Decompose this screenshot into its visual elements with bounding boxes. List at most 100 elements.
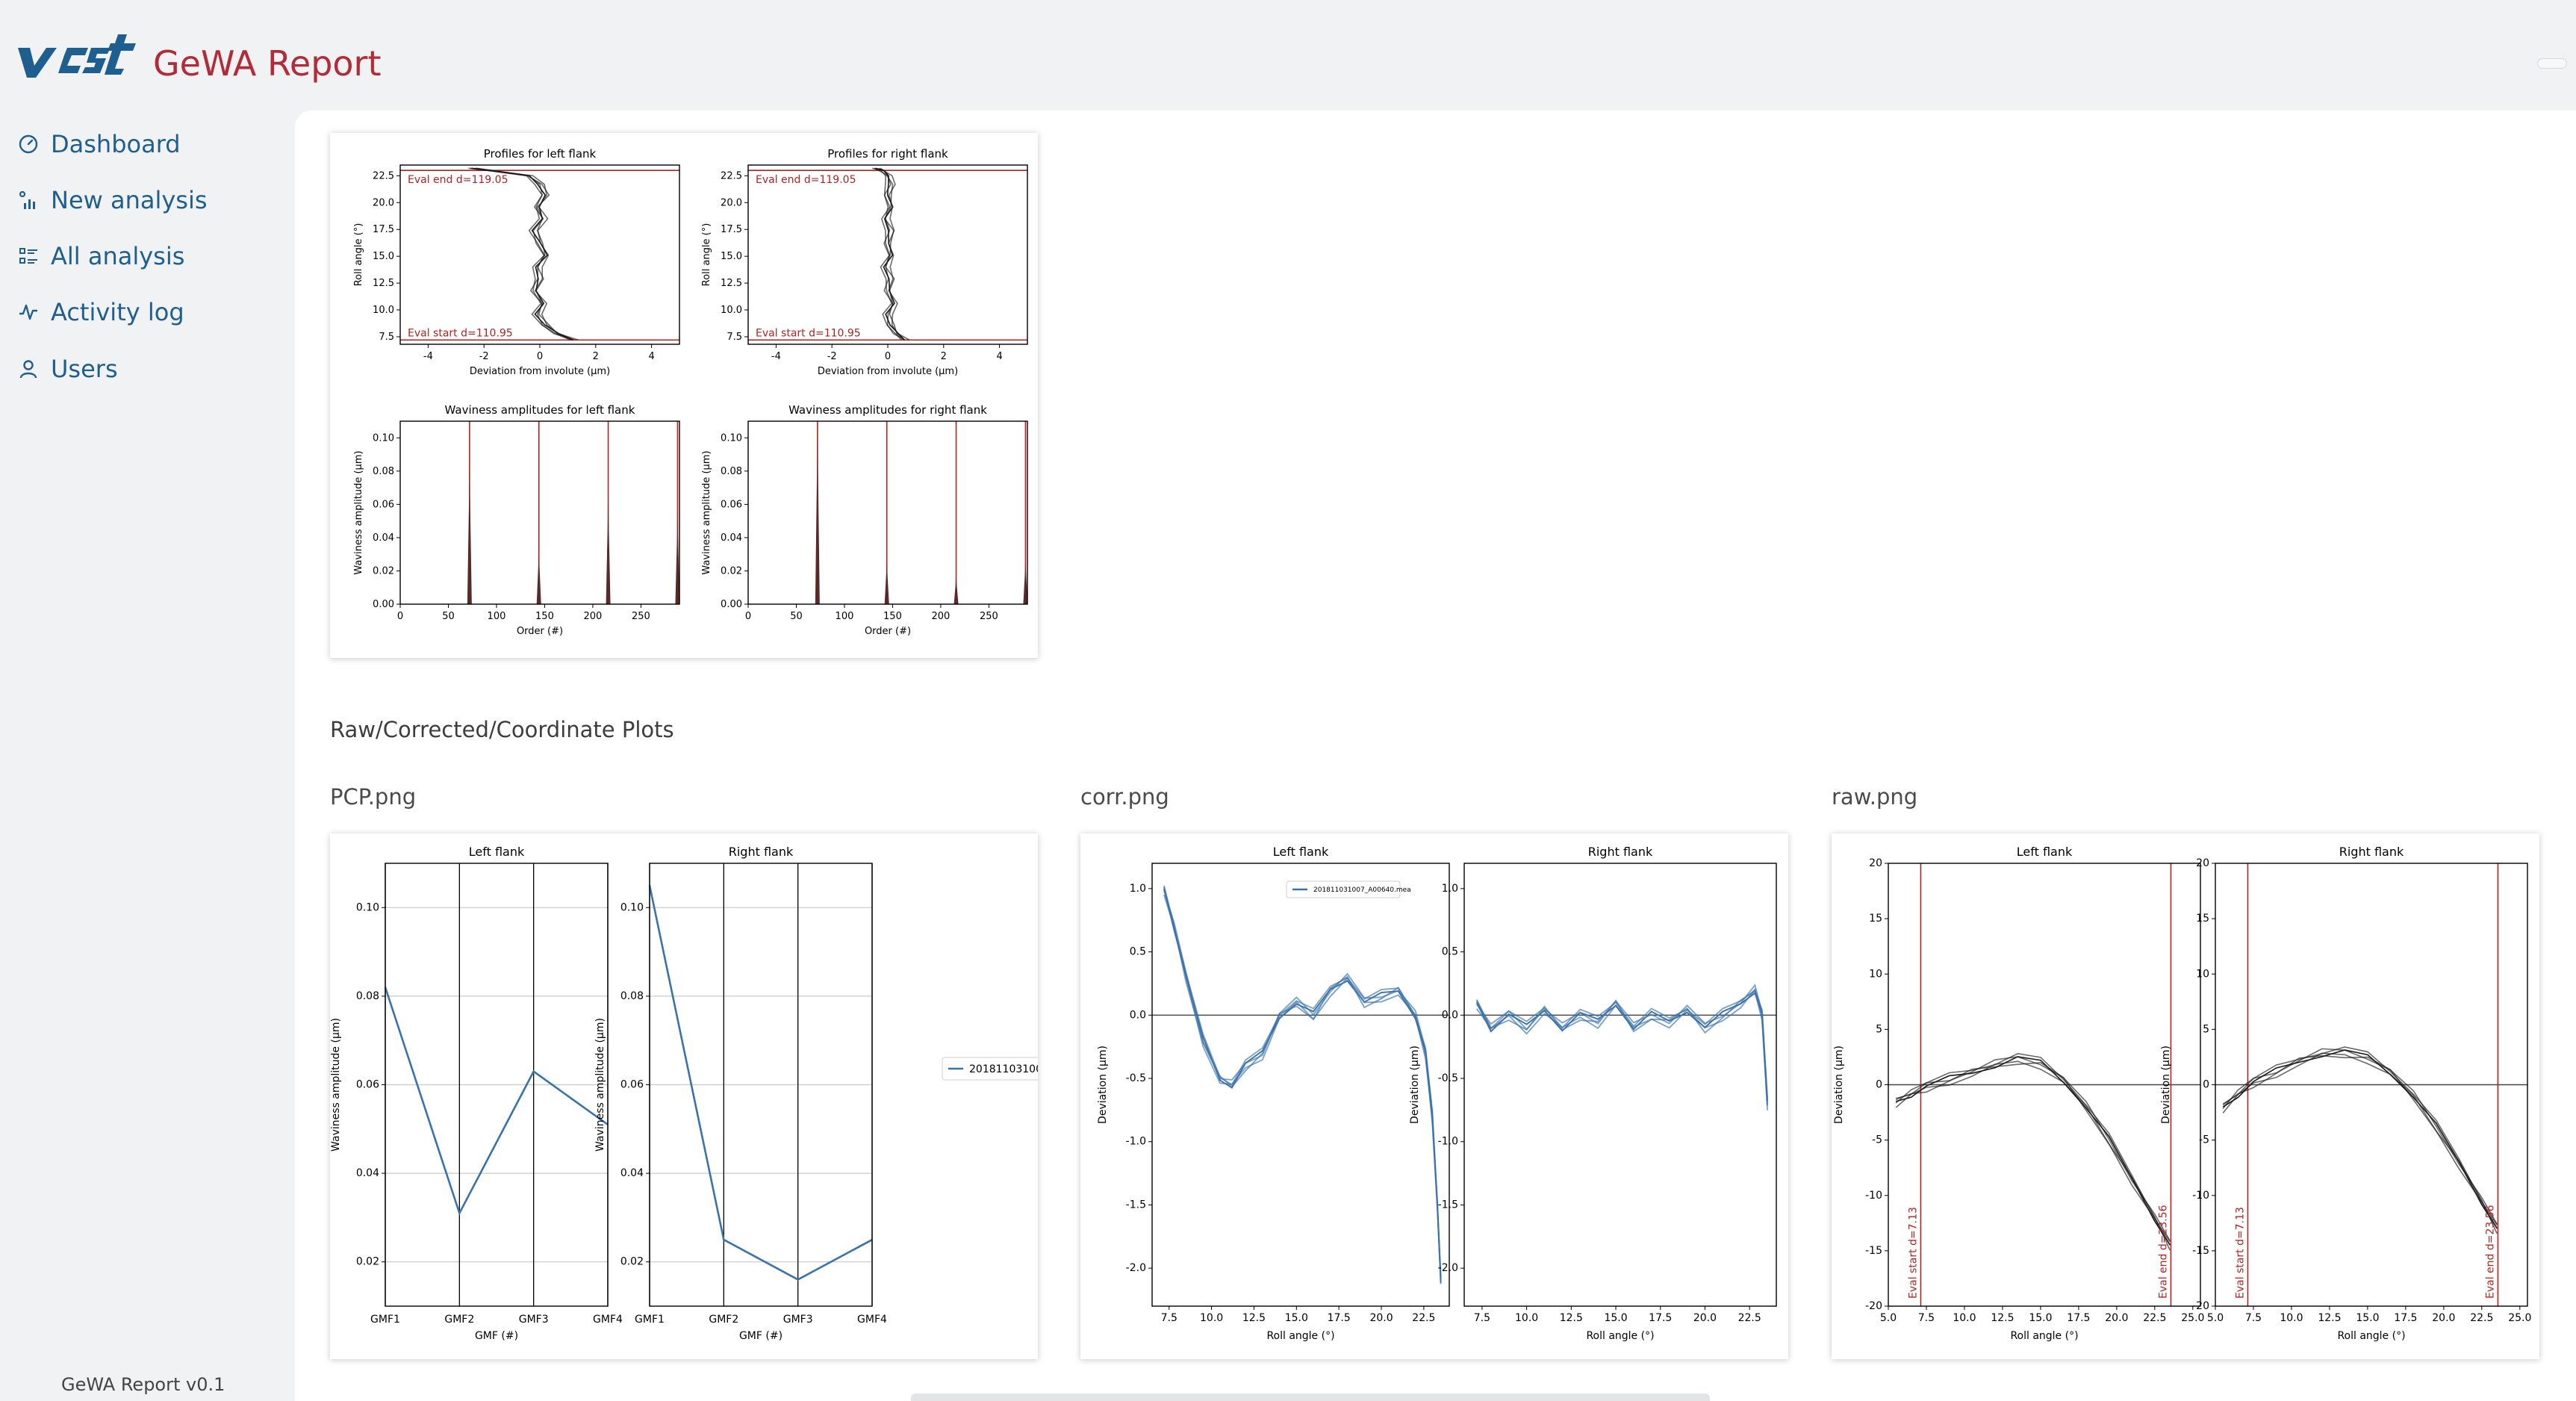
x-tick-label: 0 — [537, 351, 543, 362]
horizontal-scrollbar[interactable] — [911, 1394, 1710, 1401]
x-tick-label: 10.0 — [1515, 1312, 1538, 1324]
series-line — [1895, 1060, 2171, 1246]
gewa-profile-svg: Profiles for left flank 7.5 10.0 12.5 15.0 17… — [353, 147, 1028, 637]
x-tick-label: 25.0 — [2508, 1312, 2531, 1324]
series-line — [468, 167, 571, 341]
bar — [606, 499, 611, 604]
bar — [1023, 562, 1028, 604]
x-tick-label: 250 — [632, 611, 650, 622]
chart-title: Left flank — [469, 845, 525, 859]
x-tick-label: 15.0 — [1604, 1312, 1627, 1324]
y-tick-label: -1.0 — [1438, 1136, 1458, 1148]
x-tick-label: 17.5 — [2067, 1312, 2090, 1324]
plot-frame — [747, 164, 1028, 345]
y-axis-label: Waviness amplitude (µm) — [353, 450, 364, 574]
x-axis-label: Order (#) — [865, 626, 911, 637]
y-tick-label: 5 — [1876, 1023, 1882, 1035]
x-tick-label: -2 — [479, 351, 489, 362]
x-tick-label: 22.5 — [1412, 1312, 1435, 1324]
nav-new-analysis[interactable]: New analysis — [16, 183, 208, 217]
bar — [884, 562, 889, 604]
x-tick-label: 12.5 — [1560, 1312, 1583, 1324]
x-axis-label: Deviation from involute (µm) — [470, 366, 610, 377]
nav-all-analysis[interactable]: All analysis — [16, 239, 184, 273]
y-tick-label: -20 — [2192, 1300, 2209, 1312]
x-tick-label: GMF2 — [444, 1314, 474, 1326]
x-tick-label: 0 — [745, 611, 751, 622]
x-tick-label: 150 — [535, 611, 554, 622]
series-line — [874, 167, 906, 341]
annotation: Eval start d=110.95 — [756, 327, 861, 339]
x-tick-label: 17.5 — [2394, 1312, 2417, 1324]
nav-activity-log[interactable]: Activity log — [16, 295, 184, 329]
chart-title: Right flank — [1588, 845, 1653, 859]
y-tick-label: 0.0 — [1442, 1009, 1458, 1021]
bar — [467, 466, 472, 604]
series-line — [872, 167, 903, 341]
x-tick-label: 17.5 — [1649, 1312, 1672, 1324]
x-tick-label: 2 — [593, 351, 599, 362]
y-tick-label: -10 — [1865, 1190, 1882, 1202]
plot-frame — [399, 420, 680, 605]
annotation: Eval end d=119.05 — [756, 174, 856, 186]
nav-label: Dashboard — [51, 130, 181, 158]
y-tick-label: 0.02 — [620, 1256, 644, 1268]
y-tick-label: 22.5 — [721, 170, 742, 181]
corr-svg: Left flank -2.0 -1.5 -1.0 -0.5 0.0 0.5 1.0 7.5 10… — [1097, 845, 1777, 1342]
y-tick-label: 20 — [1869, 857, 1882, 869]
image-title-corr: corr.png — [1080, 784, 1169, 810]
x-tick-label: 2 — [941, 351, 947, 362]
x-tick-label: 10.0 — [2280, 1312, 2303, 1324]
y-tick-label: 0.10 — [373, 432, 394, 444]
x-axis-label: Roll angle (°) — [1266, 1330, 1334, 1342]
nav-label: Users — [51, 355, 118, 383]
y-tick-label: -0.5 — [1438, 1072, 1458, 1084]
nav-label: New analysis — [51, 186, 208, 214]
y-tick-label: 0.02 — [356, 1256, 379, 1268]
x-tick-label: 100 — [836, 611, 854, 622]
x-tick-label: GMF1 — [635, 1314, 665, 1326]
y-tick-label: 10 — [2196, 968, 2209, 980]
x-tick-label: 7.5 — [1474, 1312, 1490, 1324]
x-tick-label: 10.0 — [1953, 1312, 1976, 1324]
nav-users[interactable]: Users — [16, 352, 118, 386]
chart-title: Right flank — [2339, 845, 2404, 859]
plot-frame — [1888, 863, 2201, 1307]
series-line — [1163, 886, 1442, 1284]
chart-title: Profiles for left flank — [484, 147, 597, 161]
plot-frame — [399, 164, 680, 345]
list-icon — [16, 244, 40, 268]
x-axis-label: Deviation from involute (µm) — [818, 366, 958, 377]
x-tick-label: GMF4 — [593, 1314, 623, 1326]
x-tick-label: 5.0 — [1880, 1312, 1897, 1324]
y-tick-label: 1.0 — [1442, 883, 1458, 895]
analysis-chart-icon — [16, 188, 40, 212]
series-line — [1895, 1056, 2171, 1241]
header-control[interactable] — [2537, 58, 2567, 69]
x-tick-label: 15.0 — [2029, 1312, 2052, 1324]
x-axis-label: GMF (#) — [739, 1330, 783, 1342]
x-tick-label: 15.0 — [2356, 1312, 2379, 1324]
x-tick-label: -4 — [771, 351, 781, 362]
y-tick-label: 0.06 — [356, 1079, 379, 1091]
chart-title: Profiles for right flank — [827, 147, 948, 161]
bar — [953, 577, 959, 604]
image-title-raw: raw.png — [1832, 784, 1918, 810]
y-axis-label: Deviation (µm) — [2160, 1046, 2172, 1124]
y-tick-label: 0.10 — [356, 901, 379, 913]
y-tick-label: 22.5 — [373, 170, 394, 181]
y-tick-label: -5 — [1872, 1134, 1882, 1146]
activity-icon — [16, 300, 40, 324]
series-line — [1163, 885, 1442, 1280]
x-tick-label: 50 — [790, 611, 803, 622]
nav-dashboard[interactable]: Dashboard — [16, 127, 181, 161]
y-tick-label: 12.5 — [373, 278, 394, 289]
x-tick-label: 4 — [648, 351, 654, 362]
y-tick-label: 15.0 — [721, 251, 742, 262]
series-line — [1895, 1062, 2171, 1251]
series-line — [880, 167, 905, 341]
y-tick-label: -1.5 — [1126, 1199, 1146, 1211]
y-tick-label: 0.08 — [620, 990, 644, 1002]
bar — [675, 518, 680, 604]
